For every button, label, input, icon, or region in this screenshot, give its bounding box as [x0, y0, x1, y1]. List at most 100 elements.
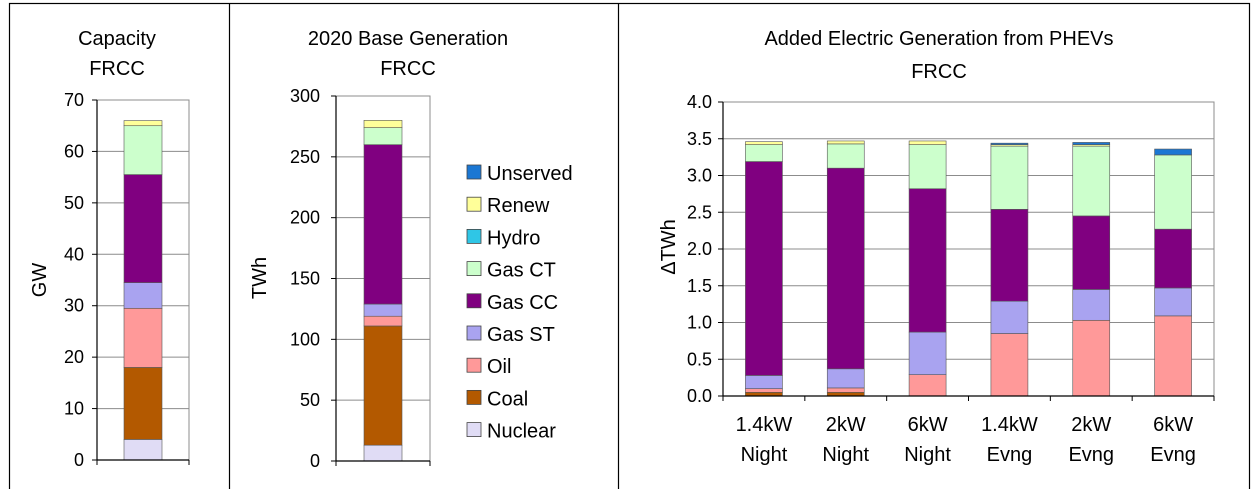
- chart-title: 2020 Base Generation: [308, 28, 508, 50]
- y-tick-label: 100: [290, 329, 320, 349]
- y-tick-label: 0: [310, 451, 320, 471]
- bar-segment-gas-cc: [1154, 228, 1192, 289]
- bar-segment-coal: [363, 325, 403, 446]
- bar-segment-unserved: [990, 142, 1029, 145]
- bar-stack: [826, 140, 865, 397]
- y-tick-label: 3.5: [687, 129, 712, 149]
- bars: [745, 140, 1192, 397]
- legend-label: Renew: [487, 195, 550, 217]
- chart-title: Added Electric Generation from PHEVs: [764, 28, 1113, 50]
- legend-swatch: [466, 293, 482, 309]
- bar-segment-gas-ct: [1154, 154, 1192, 230]
- bar-segment-gas-cc: [990, 209, 1029, 302]
- bar-segment-gas-cc: [1072, 215, 1111, 290]
- bar-segment-renew: [745, 141, 783, 145]
- x-tick-label: 1.4kW: [736, 414, 793, 436]
- bar-segment-unserved: [1154, 148, 1192, 156]
- y-ticks: 0 50 100 150 200 250 300: [290, 86, 430, 471]
- x-ticks: [96, 460, 190, 465]
- bar-segment-nuclear: [363, 444, 403, 462]
- legend-item-coal: Coal: [466, 388, 528, 410]
- bar-segment-oil: [908, 374, 947, 397]
- legend: Unserved Renew Hydro Gas CT Gas CC Gas ST Oil C…: [466, 163, 573, 443]
- y-tick-label: 3.0: [687, 166, 712, 186]
- bar-segment-gas-ct: [990, 145, 1029, 210]
- y-tick-label: 0.0: [687, 386, 712, 406]
- legend-swatch: [466, 164, 482, 180]
- bar-stack: [1072, 142, 1111, 397]
- legend-item-nuclear: Nuclear: [466, 421, 556, 443]
- bar-segment-gas-st: [1072, 289, 1111, 321]
- chart-subtitle: FRCC: [911, 61, 967, 83]
- legend-swatch: [466, 389, 482, 405]
- gridlines: [723, 138, 1214, 360]
- bars: [363, 120, 403, 462]
- bar-segment-gas-st: [908, 331, 947, 375]
- bar-segment-gas-st: [826, 368, 865, 389]
- x-tick-label: Night: [904, 444, 951, 466]
- bar-segment-gas-cc: [745, 161, 783, 376]
- legend-swatch: [466, 325, 482, 341]
- legend-item-gas-cc: Gas CC: [466, 292, 558, 314]
- legend-label: Gas CT: [487, 260, 556, 282]
- y-axis-label: ΔTWh: [658, 219, 680, 275]
- bar-segment-gas-ct: [826, 143, 865, 169]
- bar-stack: [745, 141, 783, 397]
- bar-segment-renew: [826, 140, 865, 145]
- y-tick-label: 20: [64, 347, 84, 367]
- y-tick-label: 0.5: [687, 349, 712, 369]
- bar-segment-oil: [123, 307, 163, 368]
- y-tick-label: 200: [290, 208, 320, 228]
- y-tick-label: 50: [64, 193, 84, 213]
- y-tick-label: 150: [290, 269, 320, 289]
- y-tick-label: 60: [64, 141, 84, 161]
- y-tick-label: 1.0: [687, 313, 712, 333]
- bar-segment-gas-ct: [1072, 145, 1111, 217]
- x-ticks: 1.4kW Night 2kW Night 6kW Night 1.4kW Evng 2kW Ev…: [722, 396, 1215, 466]
- x-tick-label: Evng: [987, 444, 1033, 466]
- y-tick-label: 250: [290, 147, 320, 167]
- x-tick-label: Evng: [1150, 444, 1196, 466]
- legend-swatch: [466, 357, 482, 373]
- legend-item-renew: Renew: [466, 195, 550, 217]
- bar-segment-gas-st: [363, 303, 403, 317]
- legend-item-gas-ct: Gas CT: [466, 260, 556, 282]
- legend-item-gas-st: Gas ST: [466, 324, 555, 346]
- bar-segment-gas-ct: [363, 127, 403, 145]
- y-tick-label: 2.5: [687, 202, 712, 222]
- y-tick-label: 50: [300, 390, 320, 410]
- x-tick-label: 2kW: [826, 414, 866, 436]
- y-tick-label: 10: [64, 399, 84, 419]
- legend-label: Gas ST: [487, 324, 555, 346]
- legend-label: Gas CC: [487, 292, 558, 314]
- y-tick-label: 4.0: [687, 92, 712, 112]
- y-tick-label: 70: [64, 90, 84, 110]
- y-tick-label: 40: [64, 244, 84, 264]
- bar-segment-nuclear: [123, 439, 163, 461]
- bar-segment-gas-ct: [745, 144, 783, 162]
- legend-swatch: [466, 422, 482, 438]
- y-ticks: 0 10 20 30 40 50 60 70: [64, 90, 189, 470]
- y-tick-label: 2.0: [687, 239, 712, 259]
- y-tick-label: 300: [290, 86, 320, 106]
- x-tick-label: Night: [741, 444, 788, 466]
- bar-stack: [908, 140, 947, 397]
- legend-label: Coal: [487, 388, 528, 410]
- base-generation-chart: 2020 Base Generation FRCC TWh 0 50 100 150 2…: [249, 28, 508, 471]
- bar-stack: [1154, 148, 1192, 397]
- chart-title: Capacity: [78, 28, 156, 50]
- legend-swatch: [466, 196, 482, 212]
- bar-segment-gas-cc: [826, 167, 865, 370]
- x-tick-label: 2kW: [1071, 414, 1111, 436]
- y-tick-label: 0: [74, 450, 84, 470]
- bar-segment-gas-cc: [363, 144, 403, 305]
- legend-item-oil: Oil: [466, 356, 511, 378]
- x-ticks: [335, 461, 431, 466]
- bar-segment-gas-cc: [123, 174, 163, 283]
- x-tick-label: 1.4kW: [981, 414, 1038, 436]
- bar-segment-renew: [908, 140, 947, 145]
- bar-stack: [363, 120, 403, 462]
- y-tick-label: 1.5: [687, 276, 712, 296]
- bar-stack: [990, 142, 1029, 397]
